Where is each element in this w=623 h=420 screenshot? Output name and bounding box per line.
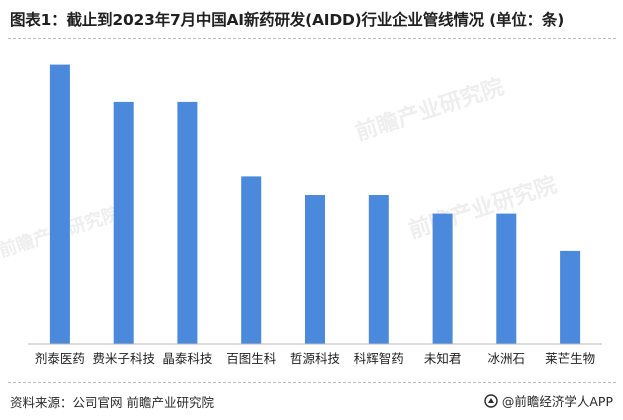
x-tick-label-0: 剂泰医药 (35, 351, 85, 366)
footer-divider (8, 382, 616, 383)
bar-4 (305, 195, 325, 344)
bar-3 (241, 176, 262, 344)
bar-7 (496, 213, 517, 344)
bar-1 (113, 101, 134, 345)
x-tick-label-6: 未知君 (424, 351, 462, 366)
brand-credit: @前瞻经济学人APP (484, 391, 613, 410)
chart-title: 图表1：截止到2023年7月中国AI新药研发(AIDD)行业企业管线情况 (单位… (10, 11, 565, 29)
x-tick-label-1: 费米子科技 (92, 351, 155, 366)
brand-text: @前瞻经济学人APP (501, 394, 613, 409)
x-tick-label-4: 哲源科技 (290, 351, 341, 366)
source-note: 资料来源：公司官网 前瞻产业研究院 (10, 395, 214, 410)
bar-6 (432, 213, 453, 344)
x-tick-label-3: 百图生科 (226, 351, 277, 366)
x-tick-label-2: 晶泰科技 (162, 351, 213, 366)
x-tick-label-7: 冰洲石 (488, 351, 526, 366)
bar-8 (560, 250, 581, 344)
title-divider (8, 38, 616, 39)
x-tick-labels-group: 剂泰医药 费米子科技 晶泰科技 百图生科 哲源科技 科辉智药 未知君 冰洲石 莱芒生物 (35, 351, 595, 366)
bar-0 (49, 64, 70, 344)
bar-5 (368, 195, 389, 344)
x-tick-label-5: 科辉智药 (354, 351, 404, 366)
bar-2 (177, 101, 198, 345)
bars-group (49, 64, 581, 345)
x-tick-label-8: 莱芒生物 (545, 351, 595, 366)
brand-logo-icon (484, 393, 498, 408)
